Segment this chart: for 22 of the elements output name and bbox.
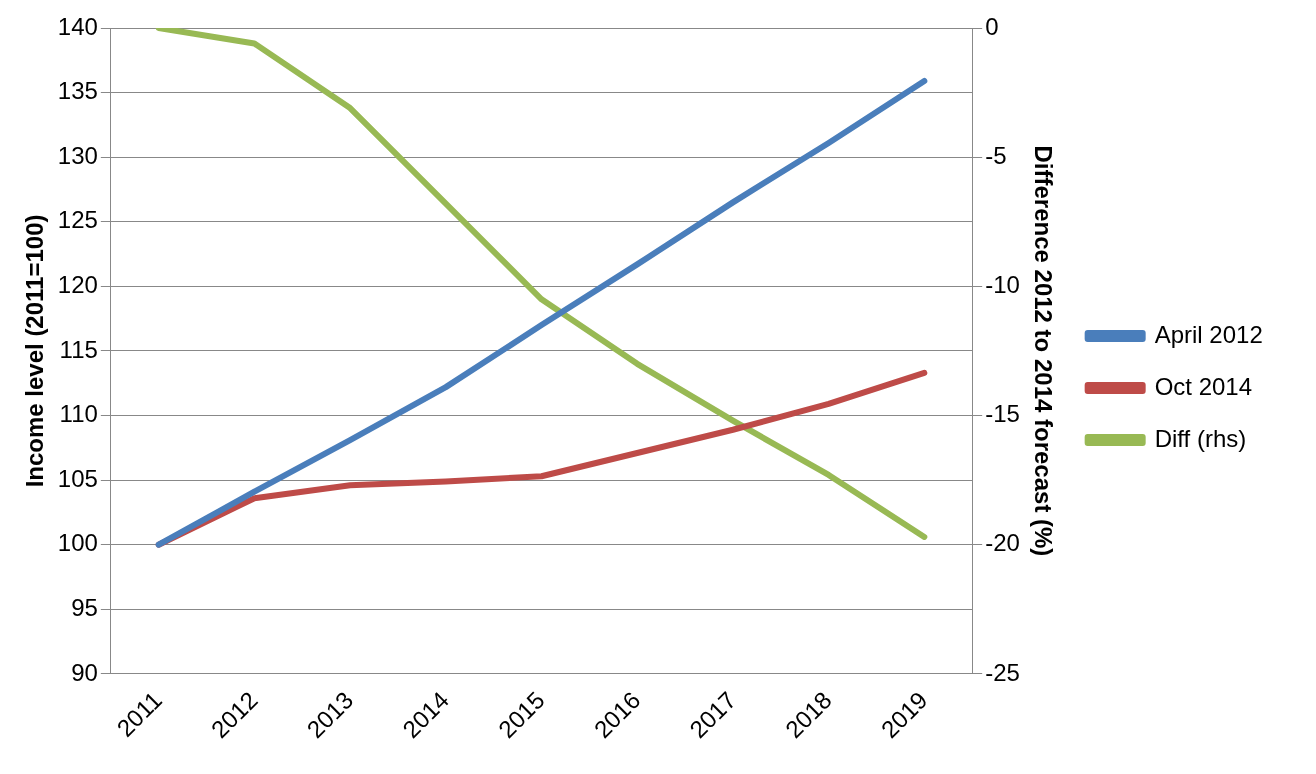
y2-tick-label: -5: [985, 141, 1007, 169]
y-tick-label: 135: [57, 77, 98, 105]
legend-label: Diff (rhs): [1154, 424, 1247, 452]
y-tick-label: 90: [71, 658, 98, 686]
y-tick-label: 115: [59, 335, 98, 363]
y-tick-label: 140: [57, 12, 98, 40]
y-tick-label: 130: [57, 141, 98, 169]
y2-tick-label: -25: [985, 658, 1020, 686]
y2-tick-label: -15: [985, 400, 1020, 428]
y-tick-label: 110: [59, 400, 98, 428]
y2-tick-label: -10: [985, 270, 1020, 298]
y-tick-label: 120: [57, 270, 98, 298]
y2-tick-label: -20: [985, 529, 1020, 557]
legend-label: Oct 2014: [1154, 372, 1253, 400]
y2-axis-title: Difference 2012 to 2014 forecast (%): [1029, 145, 1057, 557]
y-axis-title: Income level (2011=100): [21, 214, 49, 488]
y-tick-label: 125: [57, 206, 98, 234]
y-tick-label: 100: [57, 529, 98, 557]
y-tick-label: 105: [57, 464, 98, 492]
legend-label: April 2012: [1154, 320, 1263, 348]
y2-tick-label: 0: [985, 12, 999, 40]
y-tick-label: 95: [71, 593, 98, 621]
